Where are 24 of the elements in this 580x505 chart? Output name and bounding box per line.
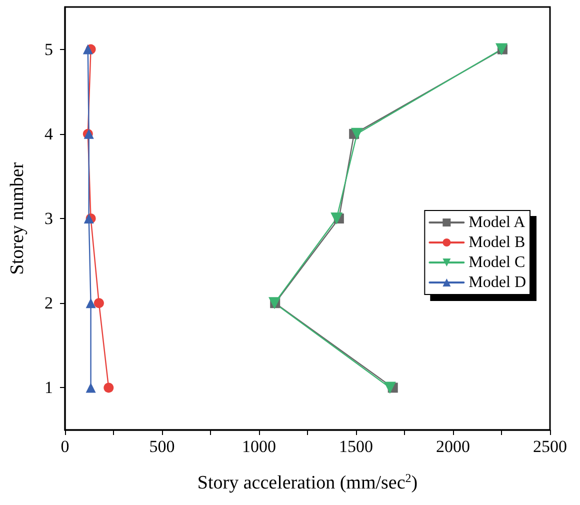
x-tick-label: 2000	[436, 437, 470, 456]
point	[94, 298, 104, 308]
point	[384, 382, 396, 394]
y-tick-label: 1	[44, 378, 53, 398]
point	[82, 44, 93, 54]
legend-label: Model D	[468, 274, 526, 291]
x-tick-label: 1000	[242, 437, 276, 456]
legend-label: Model B	[468, 234, 526, 251]
y-tick-label: 3	[44, 209, 53, 228]
x-tick-label: 1500	[339, 437, 373, 456]
legend-label: Model A	[468, 214, 526, 231]
x-tick-label: 500	[149, 437, 175, 456]
point	[86, 298, 96, 308]
legend-label: Model C	[468, 254, 526, 271]
point	[330, 212, 343, 224]
x-tick-label: 0	[60, 437, 70, 456]
x-tick-label: 2500	[533, 437, 567, 456]
y-tick-label: 5	[44, 40, 53, 59]
y-tick-label: 2	[44, 294, 53, 313]
point	[350, 128, 363, 140]
point	[86, 382, 96, 393]
y-axis-title: Storey number	[7, 162, 28, 275]
y-tick-label: 4	[44, 124, 54, 144]
point	[104, 382, 114, 393]
